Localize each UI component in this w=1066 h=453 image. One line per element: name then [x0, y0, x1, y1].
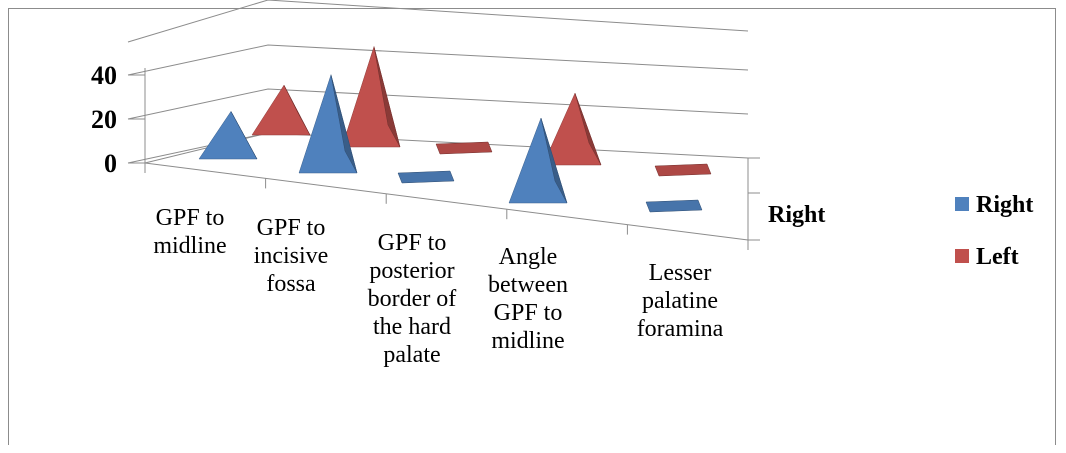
pyramid-left: [542, 92, 602, 166]
chart-marks: [198, 45, 712, 213]
pyramid-right: [645, 199, 703, 213]
pyramid-face: [435, 141, 493, 155]
category-label-line: border of: [368, 286, 457, 312]
pyramid-right: [508, 117, 568, 204]
legend-label-right: Right: [976, 192, 1033, 218]
category-label-line: foramina: [637, 316, 724, 342]
category-label-line: midline: [491, 328, 564, 354]
floor-front-edge: [144, 162, 749, 241]
pyramid-face: [654, 163, 712, 177]
pyramid-left: [341, 45, 401, 148]
y-tick-label: 40: [91, 61, 117, 90]
pyramid-left: [435, 141, 493, 155]
category-label-line: the hard: [373, 314, 451, 340]
pyramid-face-side: [330, 74, 358, 174]
category-label: GPF to incisive fossa: [254, 215, 329, 297]
pyramid-face-side: [574, 93, 602, 166]
category-label-line: GPF to: [257, 215, 326, 241]
gridline: [127, 88, 749, 120]
category-label-line: GPF to: [494, 300, 563, 326]
pyramid-face-side: [540, 117, 568, 204]
pyramid-right: [397, 170, 455, 184]
y-tick-label: 20: [91, 105, 117, 134]
pyramid-face-front: [298, 73, 358, 174]
category-label: GPF to posterior border of the hard palate: [368, 230, 457, 368]
y-tick-label: 0: [104, 149, 117, 178]
y-axis-ticks: 0 20 40: [91, 61, 145, 178]
category-label-line: Angle: [499, 244, 558, 270]
pyramid-left: [654, 163, 712, 177]
depth-axis-label: Right: [768, 202, 825, 228]
pyramid-face: [397, 170, 455, 184]
gridline-top: [127, 0, 749, 43]
pyramid-right: [198, 110, 258, 160]
pyramid-face: [645, 199, 703, 213]
category-label-line: GPF to: [156, 205, 225, 231]
category-label: Lesser palatine foramina: [637, 260, 724, 342]
pyramid-face-front: [251, 84, 311, 136]
legend: Right Left: [955, 192, 1033, 270]
category-label-line: palate: [383, 342, 440, 368]
chart-frame: [8, 8, 1056, 445]
category-label: GPF to midline: [153, 205, 226, 259]
pyramid-face-side: [283, 85, 311, 136]
legend-swatch-right: [955, 197, 969, 211]
pyramid-face-front: [341, 45, 401, 148]
category-label-line: palatine: [642, 288, 718, 314]
category-label-line: fossa: [266, 271, 316, 297]
category-label-line: GPF to: [378, 230, 447, 256]
pyramid-face-side: [373, 46, 401, 148]
category-label: Angle between GPF to midline: [488, 244, 568, 354]
pyramid-right: [298, 73, 358, 174]
pyramid-left: [251, 84, 311, 136]
pyramid-face-front: [198, 110, 258, 160]
category-label-line: posterior: [369, 258, 454, 284]
gridline: [127, 44, 749, 76]
legend-label-left: Left: [976, 244, 1019, 270]
category-label-line: Lesser: [649, 260, 712, 286]
category-label-line: between: [488, 272, 568, 298]
category-label-line: midline: [153, 233, 226, 259]
pyramid-face-side: [230, 111, 258, 160]
legend-swatch-left: [955, 249, 969, 263]
category-label-line: incisive: [254, 243, 329, 269]
